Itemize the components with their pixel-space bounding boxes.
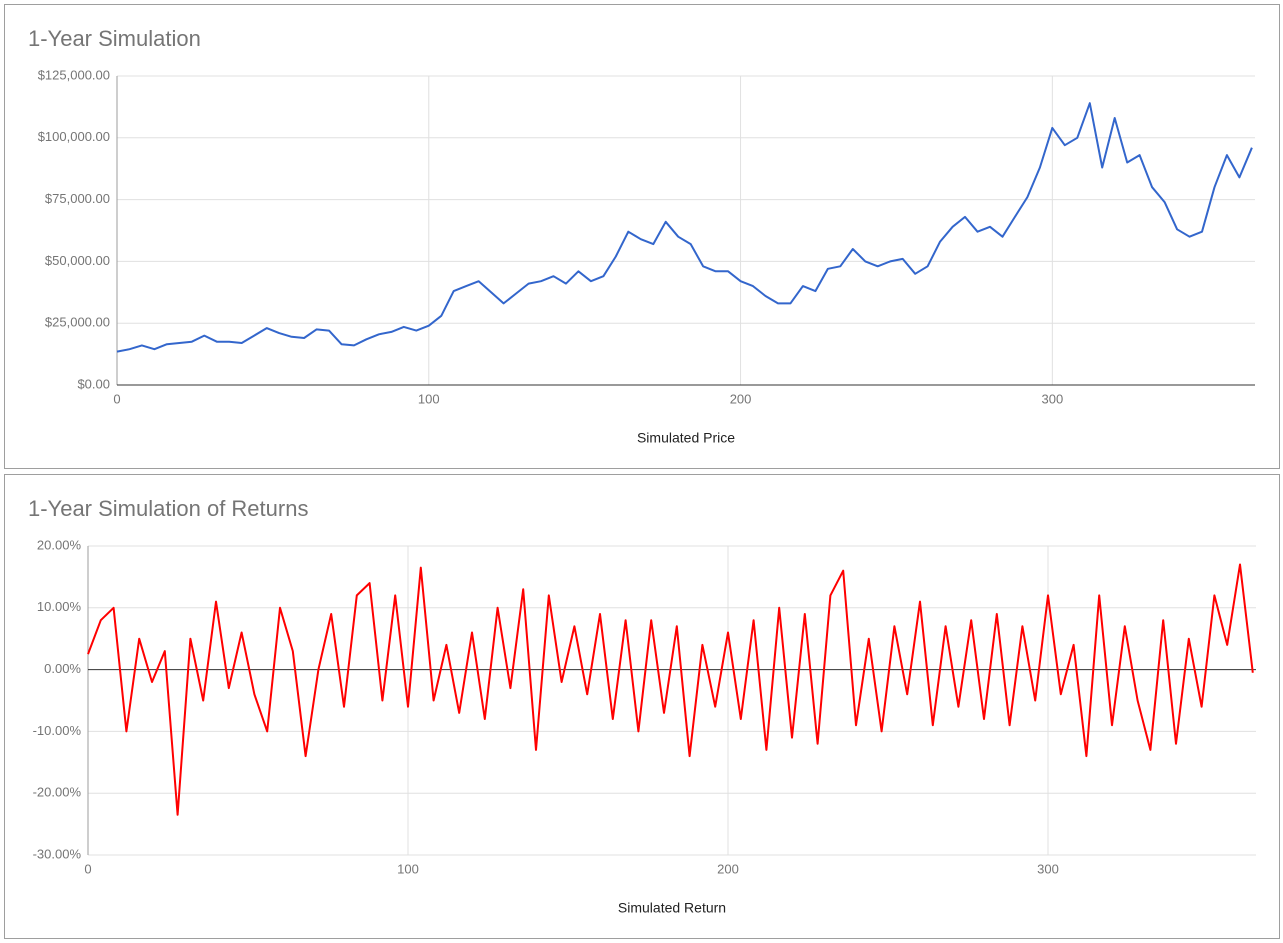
y-tick-label: $25,000.00	[45, 315, 110, 330]
x-tick-label: 300	[1037, 861, 1059, 876]
x-axis-label: Simulated Return	[618, 900, 726, 916]
y-tick-label: 0.00%	[44, 661, 81, 676]
x-tick-label: 0	[113, 391, 120, 406]
y-tick-label: -30.00%	[33, 846, 82, 861]
y-tick-label: $0.00	[77, 376, 110, 391]
x-tick-label: 100	[397, 861, 419, 876]
chart-title: 1-Year Simulation of Returns	[28, 496, 308, 521]
data-line	[116, 102, 1253, 353]
y-tick-label: -10.00%	[33, 723, 82, 738]
chart-title: 1-Year Simulation	[28, 26, 201, 51]
x-tick-label: 200	[717, 861, 739, 876]
x-tick-label: 100	[418, 391, 440, 406]
x-tick-label: 300	[1041, 391, 1063, 406]
x-tick-label: 200	[730, 391, 752, 406]
x-axis-label: Simulated Price	[637, 430, 735, 446]
y-tick-label: $50,000.00	[45, 253, 110, 268]
y-tick-label: -20.00%	[33, 785, 82, 800]
y-tick-label: 20.00%	[37, 537, 82, 552]
x-tick-label: 0	[84, 861, 91, 876]
y-tick-label: 10.00%	[37, 599, 82, 614]
data-line	[87, 563, 1254, 816]
y-tick-label: $125,000.00	[38, 67, 110, 82]
panel	[4, 4, 1280, 469]
y-tick-label: $75,000.00	[45, 191, 110, 206]
y-tick-label: $100,000.00	[38, 129, 110, 144]
